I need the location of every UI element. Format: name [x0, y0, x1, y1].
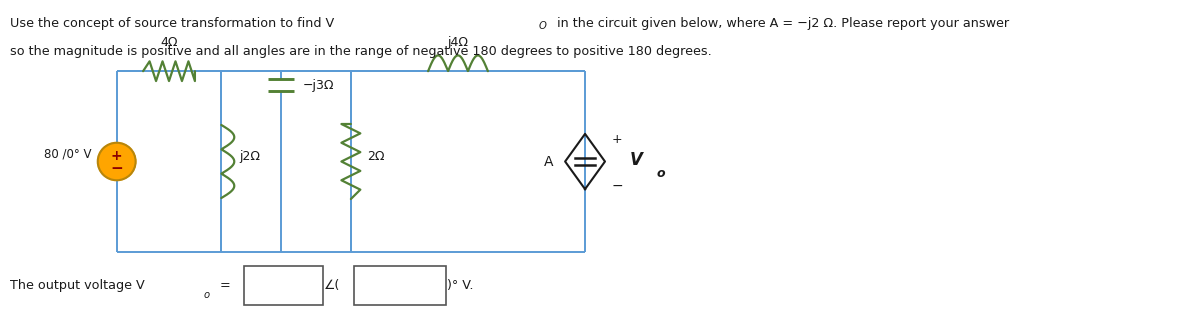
Text: −: − — [110, 161, 124, 176]
Text: so the magnitude is positive and all angles are in the range of negative 180 deg: so the magnitude is positive and all ang… — [10, 45, 712, 58]
Text: o: o — [203, 290, 210, 300]
Text: O: O — [539, 21, 546, 31]
Text: o: o — [656, 167, 666, 180]
Text: ∠(: ∠( — [324, 279, 341, 292]
Text: =: = — [220, 279, 230, 292]
FancyBboxPatch shape — [354, 266, 445, 305]
Text: )° V.: )° V. — [446, 279, 473, 292]
Text: j2Ω: j2Ω — [239, 150, 260, 163]
Text: +: + — [612, 133, 623, 146]
Circle shape — [97, 143, 136, 180]
Text: V: V — [630, 150, 643, 169]
Text: The output voltage V: The output voltage V — [10, 279, 145, 292]
FancyBboxPatch shape — [245, 266, 323, 305]
Text: 4Ω: 4Ω — [161, 36, 178, 49]
Text: j4Ω: j4Ω — [448, 36, 468, 49]
Text: +: + — [110, 149, 122, 163]
Text: Use the concept of source transformation to find V: Use the concept of source transformation… — [10, 17, 335, 30]
Text: 2Ω: 2Ω — [367, 150, 384, 163]
Text: −: − — [611, 179, 623, 193]
Text: 80 /0° V: 80 /0° V — [44, 147, 91, 160]
Text: A: A — [544, 154, 553, 169]
Text: −j3Ω: −j3Ω — [304, 79, 335, 92]
Text: in the circuit given below, where A = −j2 Ω. Please report your answer: in the circuit given below, where A = −j… — [553, 17, 1009, 30]
